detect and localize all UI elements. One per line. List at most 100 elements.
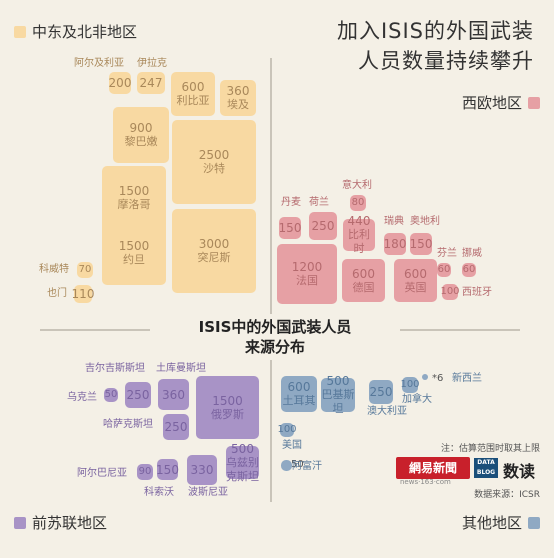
value-label-me-0: 200 — [108, 76, 132, 90]
country-label-fs-8: 乌兹别克斯坦 — [226, 455, 259, 483]
bar-fs-3: 1500 俄罗斯 — [196, 376, 259, 439]
bar-me-9: 70 — [77, 262, 93, 278]
country-label-fs-1: 土库曼斯坦 — [156, 363, 206, 374]
legend-swatch-other — [528, 517, 540, 529]
value-label-we-8: 600 — [404, 266, 427, 281]
bar-me-0: 200 — [109, 72, 131, 94]
value-label-me-9: 70 — [78, 264, 92, 275]
country-label-we-11: 西班牙 — [462, 287, 492, 298]
legend-label-west-europe: 西欧地区 — [461, 94, 522, 112]
legend-swatch-former-soviet — [14, 517, 26, 529]
value-label-me-7: 1500 — [118, 239, 150, 253]
bar-we-2: 80 — [350, 195, 366, 211]
legend-swatch-middle-east — [14, 26, 26, 38]
country-label-fs-4: 哈萨克斯坦 — [103, 419, 153, 430]
legend-west-europe: 西欧地区 — [462, 92, 540, 113]
bar-ot-5: 100 — [277, 423, 297, 437]
country-label-we-2: 意大利 — [342, 180, 372, 191]
value-label-fs-0: 250 — [126, 388, 150, 402]
netease-logo: 網易新聞 — [396, 457, 470, 479]
bar-me-3: 360 埃及 — [220, 80, 256, 116]
bar-we-3: 440 比利时 — [343, 214, 375, 255]
center-title-line-2: 来源分布 — [244, 338, 305, 356]
country-label-me-4: 黎巴嫩 — [124, 135, 158, 148]
value-label-me-8: 3000 — [198, 237, 230, 251]
country-label-we-7: 德国 — [352, 280, 375, 294]
bar-ot-4 — [422, 374, 428, 380]
country-label-me-7: 约旦 — [123, 253, 145, 266]
country-label-me-9: 科威特 — [39, 264, 69, 275]
country-label-we-5: 奥地利 — [410, 216, 440, 227]
value-label-ot-0: 600 — [287, 380, 311, 394]
bar-ot-1: 500 巴基斯坦 — [321, 374, 355, 415]
legend-label-middle-east: 中东及北非地区 — [32, 23, 138, 41]
country-label-me-8: 突尼斯 — [197, 251, 231, 264]
bar-fs-0: 250 — [125, 382, 151, 408]
country-label-we-4: 瑞典 — [384, 216, 404, 227]
bar-ot-3: 100 — [400, 377, 420, 393]
bar-me-6: 1500 摩洛哥 — [102, 166, 166, 230]
country-label-we-0: 丹麦 — [281, 197, 301, 208]
value-label-we-11: 100 — [440, 286, 460, 297]
bar-we-4: 180 — [384, 233, 406, 255]
datablog-logo: DATA BLOG — [474, 458, 498, 478]
bar-fs-2: 50 — [104, 388, 118, 402]
value-label-fs-8: 500 — [231, 441, 254, 456]
country-label-ot-0: 土耳其 — [282, 394, 316, 407]
bar-me-1: 247 — [137, 72, 165, 94]
value-label-me-1: 247 — [139, 76, 163, 90]
country-label-we-3: 比利时 — [348, 228, 370, 255]
country-label-ot-5: 美国 — [282, 440, 302, 451]
bar-we-8: 600 英国 — [394, 259, 437, 302]
value-label-me-3: 360 — [226, 84, 250, 98]
country-label-fs-0: 吉尔吉斯斯坦 — [85, 363, 145, 374]
country-label-ot-3: 加拿大 — [402, 394, 432, 405]
legend-label-former-soviet: 前苏联地区 — [32, 514, 108, 532]
center-title-line-1: ISIS中的外国武装人员 — [198, 318, 352, 336]
bar-fs-8: 500 乌兹别克斯坦 — [226, 442, 259, 483]
value-label-we-2: 80 — [351, 197, 365, 208]
chart-title: 加入ISIS的外国武装 人员数量持续攀升 — [274, 16, 534, 76]
value-label-ot-4: *6 — [432, 373, 444, 384]
netease-url: news·163·com — [400, 478, 451, 486]
country-label-me-0: 阿尔及利亚 — [74, 58, 124, 69]
axis-vertical-bottom — [270, 360, 272, 502]
country-label-ot-4: 新西兰 — [452, 373, 482, 384]
legend-middle-east: 中东及北非地区 — [14, 21, 137, 42]
bar-fs-4: 250 — [163, 414, 189, 440]
country-label-ot-6: 阿富汗 — [292, 461, 322, 472]
value-label-fs-3: 1500 — [212, 393, 243, 408]
bar-fs-7: 330 — [187, 455, 217, 485]
chart-title-line-1: 加入ISIS的外国武装 — [336, 19, 534, 43]
bar-we-7: 600 德国 — [342, 259, 385, 302]
value-label-ot-5: 100 — [277, 424, 297, 435]
bar-fs-6: 150 — [156, 459, 179, 480]
bar-me-5: 2500 沙特 — [172, 120, 256, 204]
country-label-ot-1: 巴基斯坦 — [321, 388, 355, 415]
country-label-me-1: 伊拉克 — [137, 58, 167, 69]
country-label-ot-2: 澳大利亚 — [367, 406, 407, 417]
value-label-me-5: 2500 — [198, 148, 230, 162]
value-label-we-9: 60 — [437, 264, 451, 275]
legend-label-other: 其他地区 — [461, 514, 522, 532]
country-label-me-3: 埃及 — [227, 98, 249, 111]
bar-ot-6 — [281, 460, 292, 471]
value-label-we-0: 150 — [278, 221, 302, 235]
value-label-we-7: 600 — [352, 266, 375, 281]
value-label-we-6: 1200 — [291, 260, 323, 274]
value-label-ot-1: 500 — [326, 374, 350, 388]
value-label-we-10: 60 — [462, 264, 476, 275]
country-label-me-6: 摩洛哥 — [117, 198, 151, 211]
bar-me-4: 900 黎巴嫩 — [113, 107, 169, 163]
country-label-fs-7: 波斯尼亚 — [188, 487, 228, 498]
note-text: 注：估算范围时取其上限 — [440, 444, 540, 454]
country-label-fs-2: 乌克兰 — [67, 392, 97, 403]
value-label-fs-1: 360 — [162, 387, 185, 402]
bar-me-7: 1500 约旦 — [102, 221, 166, 285]
legend-former-soviet: 前苏联地区 — [14, 512, 107, 533]
value-label-me-6: 1500 — [118, 184, 150, 198]
legend-other: 其他地区 — [462, 512, 540, 533]
value-label-ot-2: 250 — [369, 385, 393, 399]
axis-horizontal-right — [400, 329, 520, 331]
chart-title-line-2: 人员数量持续攀升 — [358, 49, 534, 73]
